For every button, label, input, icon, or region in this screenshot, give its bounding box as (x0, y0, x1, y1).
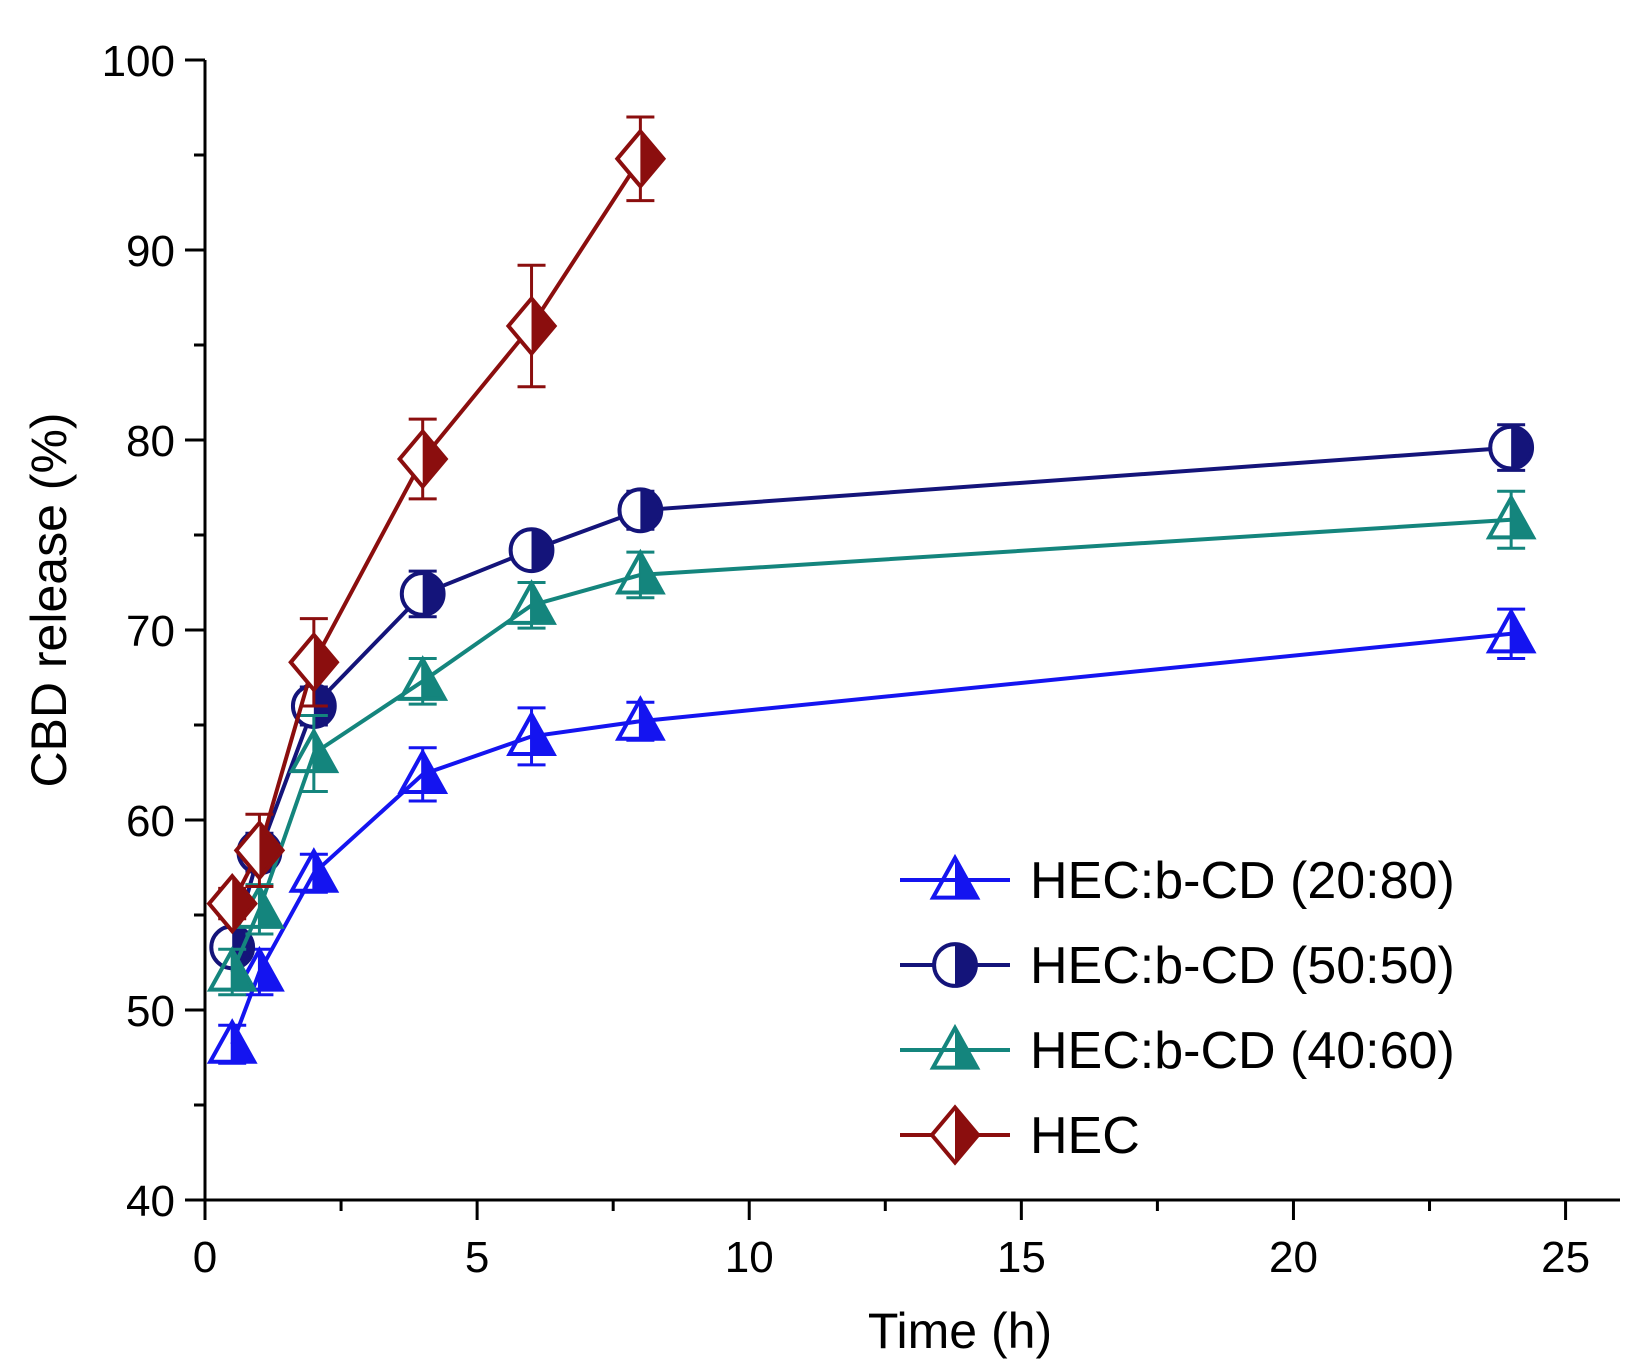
marker-outline (206, 872, 258, 935)
y-axis-title: CBD release (%) (21, 412, 77, 787)
legend-label: HEC:b-CD (40:60) (1030, 1022, 1455, 1080)
marker-fill (640, 489, 662, 532)
marker-fill (422, 431, 446, 487)
legend-label: HEC:b-CD (50:50) (1030, 937, 1455, 995)
x-axis-title: Time (h) (868, 1303, 1052, 1359)
y-tick-label: 60 (126, 797, 175, 846)
legend-marker (932, 942, 978, 988)
legend-label: HEC:b-CD (20:80) (1030, 852, 1455, 910)
data-point (288, 727, 340, 774)
legend-item: HEC:b-CD (40:60) (900, 1022, 1455, 1080)
y-tick-label: 100 (102, 37, 175, 86)
data-point (1485, 607, 1537, 654)
legend-item: HEC:b-CD (20:80) (900, 852, 1455, 910)
x-tick-label: 25 (1541, 1233, 1590, 1282)
x-tick-label: 5 (465, 1233, 489, 1282)
marker-fill (955, 1107, 979, 1163)
legend-item: HEC (900, 1104, 1140, 1166)
marker-outline (614, 128, 667, 190)
marker-outline (399, 571, 446, 617)
marker-outline (206, 945, 258, 992)
data-point (206, 945, 258, 992)
marker-outline (614, 695, 666, 741)
marker-fill (422, 573, 444, 615)
marker-outline (932, 942, 978, 988)
marker-fill (232, 1022, 255, 1062)
legend-item: HEC:b-CD (50:50) (900, 937, 1455, 995)
marker-outline (506, 710, 557, 756)
marker-outline (288, 631, 340, 693)
y-tick-label: 70 (126, 607, 175, 656)
x-tick-label: 15 (997, 1233, 1046, 1282)
data-point (288, 847, 340, 893)
marker-outline (288, 847, 340, 893)
legend-marker (929, 853, 981, 900)
data-point (206, 1018, 258, 1064)
marker-outline (929, 1023, 981, 1070)
series-0 (206, 607, 1537, 1065)
marker-fill (232, 876, 256, 932)
series-2 (206, 489, 1537, 997)
data-point (396, 428, 449, 490)
marker-fill (531, 529, 553, 572)
marker-outline (614, 548, 666, 595)
marker-outline (397, 748, 449, 794)
data-point (614, 128, 667, 190)
data-point (399, 571, 446, 617)
marker-fill (259, 822, 283, 878)
marker-fill (313, 634, 337, 690)
data-point (614, 695, 666, 741)
axes: 40 50 60 70 80 90 100 0 5 10 15 20 25 (102, 37, 1620, 1282)
data-point (1488, 424, 1535, 471)
y-tick-label: 50 (126, 987, 175, 1036)
marker-outline (508, 527, 555, 574)
marker-outline (288, 727, 340, 774)
data-point (397, 748, 449, 794)
y-tick-label: 80 (126, 417, 175, 466)
marker-fill (955, 944, 976, 986)
marker-outline (234, 945, 285, 992)
legend-marker (929, 1023, 981, 1070)
series-layer (206, 115, 1537, 1065)
x-tick-label: 0 (193, 1233, 217, 1282)
x-tick-label: 20 (1269, 1233, 1318, 1282)
data-point (1485, 493, 1537, 540)
y-tick-label: 90 (126, 227, 175, 276)
data-point (397, 655, 449, 701)
marker-outline (397, 655, 449, 701)
marker-outline (929, 1104, 981, 1166)
legend: HEC:b-CD (20:80) HEC:b-CD (50:50) HEC:b-CD… (900, 852, 1455, 1166)
data-point (206, 872, 258, 935)
marker-outline (206, 1018, 258, 1064)
marker-outline (929, 853, 981, 900)
marker-outline (1485, 607, 1537, 654)
data-point (233, 819, 286, 882)
marker-outline (1485, 493, 1537, 540)
data-point (234, 945, 285, 992)
marker-outline (1488, 424, 1535, 471)
y-tick-label: 40 (126, 1177, 175, 1226)
legend-marker (929, 1104, 981, 1166)
data-point (506, 579, 557, 625)
series-3 (206, 115, 667, 935)
data-point (617, 487, 664, 534)
x-tick-label: 10 (725, 1233, 774, 1282)
marker-fill (640, 131, 664, 187)
marker-outline (233, 819, 286, 882)
data-point (506, 710, 557, 756)
marker-outline (505, 295, 558, 357)
marker-outline (617, 487, 664, 534)
legend-label: HEC (1030, 1107, 1140, 1165)
marker-fill (531, 298, 555, 354)
marker-outline (506, 579, 557, 625)
data-point (614, 548, 666, 595)
data-point (505, 295, 558, 357)
data-point (288, 631, 340, 693)
data-point (508, 527, 555, 574)
marker-fill (1511, 426, 1533, 469)
marker-outline (396, 428, 449, 490)
